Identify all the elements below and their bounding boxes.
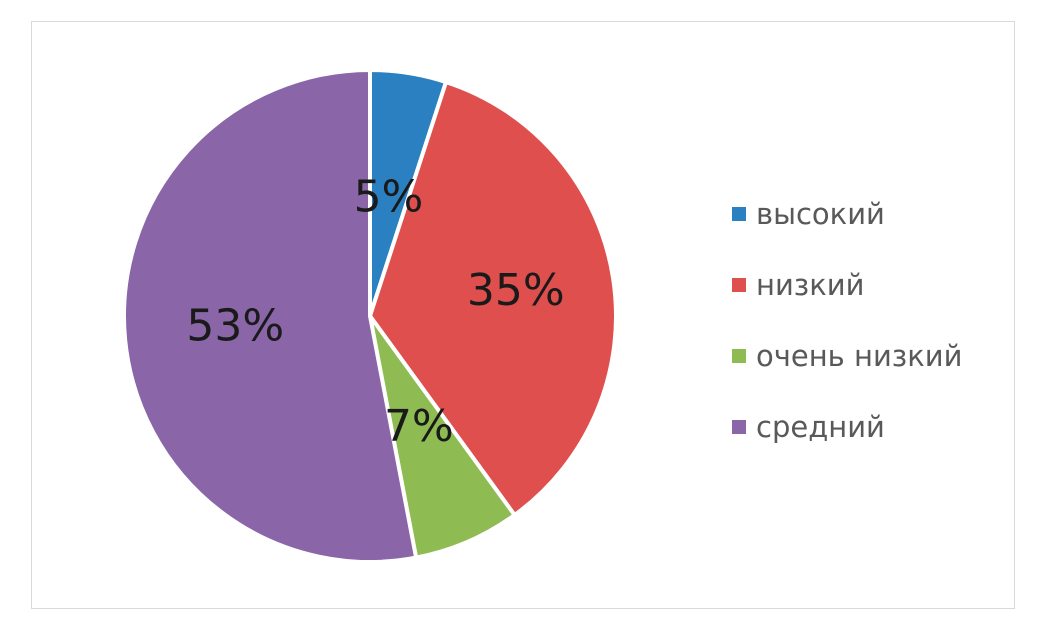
legend-label: средний (756, 410, 885, 444)
legend-item: очень низкий (732, 338, 1022, 374)
pie-slice-3 (122, 68, 419, 564)
slice-label-1: 35% (467, 265, 565, 316)
chart-legend: высокий низкий очень низкий средний (732, 196, 1022, 480)
legend-label: очень низкий (756, 339, 963, 373)
slice-label-2: 7% (384, 401, 454, 452)
legend-swatch (732, 420, 746, 434)
legend-item: высокий (732, 196, 1022, 232)
pie-slice-1 (368, 80, 618, 518)
legend-item: средний (732, 409, 1022, 445)
slice-label-3: 53% (186, 301, 284, 352)
legend-label: высокий (756, 197, 885, 231)
legend-swatch (732, 278, 746, 292)
slice-label-0: 5% (354, 171, 424, 222)
legend-item: низкий (732, 267, 1022, 303)
legend-swatch (732, 349, 746, 363)
legend-swatch (732, 207, 746, 221)
legend-label: низкий (756, 268, 865, 302)
